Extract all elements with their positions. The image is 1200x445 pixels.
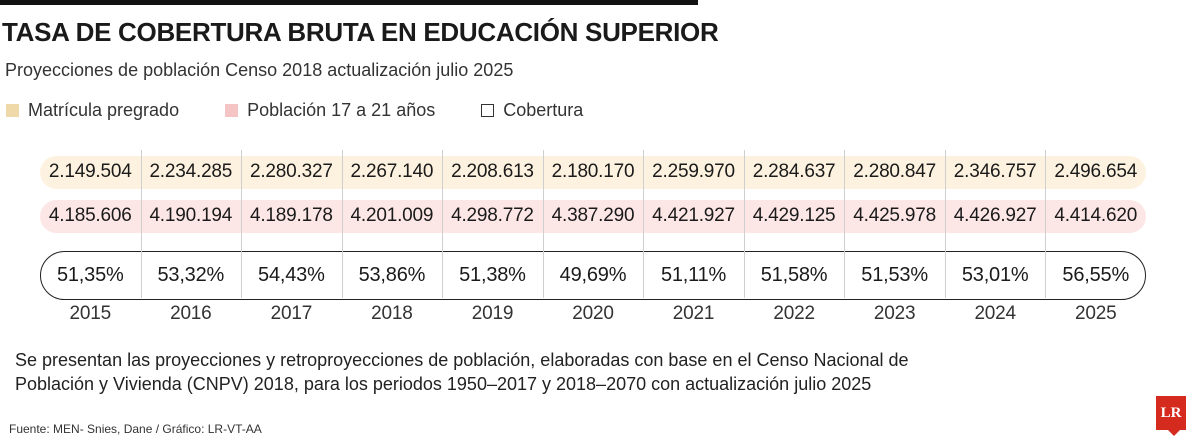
source-credit: Fuente: MEN- Snies, Dane / Gráfico: LR-V… (9, 422, 262, 436)
column-divider (542, 150, 544, 298)
column-divider (944, 150, 946, 298)
enrollment-value-2024: 2.346.757 (953, 161, 1037, 182)
column-divider (844, 150, 846, 298)
legend-label-enrollment: Matrícula pregrado (28, 99, 180, 120)
coverage-value-2024: 53,01% (961, 264, 1029, 286)
population-value-2015: 4.185.606 (48, 205, 132, 226)
population-value-2021: 4.421.927 (652, 205, 735, 226)
year-label-2018: 2018 (371, 303, 413, 324)
legend: Matrícula pregrado Población 17 a 21 año… (6, 98, 629, 122)
year-label-2017: 2017 (270, 303, 313, 324)
year-label-2015: 2015 (69, 303, 112, 324)
legend-swatch-population (225, 103, 239, 117)
column-divider (1045, 150, 1047, 298)
coverage-row-pill (40, 251, 1146, 300)
enrollment-value-2019: 2.208.613 (451, 161, 534, 182)
legend-swatch-enrollment (6, 103, 19, 117)
population-value-2019: 4.298.772 (451, 205, 534, 226)
year-label-2022: 2022 (773, 303, 815, 324)
enrollment-row-band (40, 156, 1146, 189)
population-row-band (40, 200, 1146, 233)
year-label-2025: 2025 (1074, 303, 1117, 324)
coverage-value-2023: 51,53% (861, 264, 928, 286)
enrollment-value-2025: 2.496.654 (1054, 161, 1138, 182)
population-value-2022: 4.429.125 (752, 205, 836, 226)
column-divider (341, 150, 343, 298)
enrollment-value-2020: 2.180.170 (551, 161, 635, 182)
enrollment-value-2015: 2.149.504 (48, 161, 132, 182)
population-value-2024: 4.426.927 (953, 205, 1037, 226)
enrollment-value-2017: 2.280.327 (249, 161, 333, 182)
coverage-value-2017: 54,43% (258, 264, 325, 286)
coverage-value-2025: 56,55% (1062, 264, 1130, 286)
population-value-2018: 4.201.009 (350, 205, 434, 226)
legend-swatch-coverage (481, 103, 495, 117)
lr-logo: LR (1156, 396, 1186, 436)
coverage-value-2022: 51,58% (760, 264, 828, 286)
coverage-value-2019: 51,38% (459, 264, 526, 286)
legend-label-population: Población 17 a 21 años (247, 99, 436, 120)
coverage-value-2020: 49,69% (559, 264, 627, 286)
population-value-2017: 4.189.178 (249, 205, 333, 226)
column-divider (643, 150, 645, 298)
top-rule (0, 0, 698, 5)
coverage-value-2018: 53,86% (358, 264, 426, 286)
legend-item-coverage: Cobertura (481, 100, 583, 121)
coverage-value-2015: 51,35% (56, 264, 124, 286)
chart-title: TASA DE COBERTURA BRUTA EN EDUCACIÓN SUP… (2, 17, 719, 47)
enrollment-value-2022: 2.284.637 (752, 161, 836, 182)
footnote: Se presentan las proyecciones y retropro… (15, 350, 909, 394)
chart-subtitle: Proyecciones de población Censo 2018 act… (5, 60, 514, 80)
legend-item-enrollment: Matrícula pregrado (6, 100, 179, 121)
year-label-2024: 2024 (974, 303, 1016, 324)
column-divider (140, 150, 142, 298)
coverage-value-2016: 53,32% (157, 264, 225, 286)
column-divider (241, 150, 243, 298)
enrollment-value-2021: 2.259.970 (652, 161, 735, 182)
year-label-2023: 2023 (873, 303, 916, 324)
column-divider (442, 150, 444, 298)
year-label-2016: 2016 (170, 303, 212, 324)
enrollment-value-2023: 2.280.847 (853, 161, 936, 182)
legend-label-coverage: Cobertura (503, 99, 584, 120)
year-label-2019: 2019 (471, 303, 514, 324)
population-value-2016: 4.190.194 (149, 205, 233, 226)
enrollment-value-2016: 2.234.285 (149, 161, 233, 182)
year-label-2021: 2021 (672, 303, 715, 324)
population-value-2023: 4.425.978 (853, 205, 936, 226)
year-label-2020: 2020 (572, 303, 614, 324)
enrollment-value-2018: 2.267.140 (350, 161, 434, 182)
population-value-2020: 4.387.290 (551, 205, 635, 226)
legend-item-population: Población 17 a 21 años (225, 100, 435, 121)
column-divider (743, 150, 745, 298)
coverage-value-2021: 51,11% (660, 264, 727, 286)
population-value-2025: 4.414.620 (1054, 205, 1138, 226)
